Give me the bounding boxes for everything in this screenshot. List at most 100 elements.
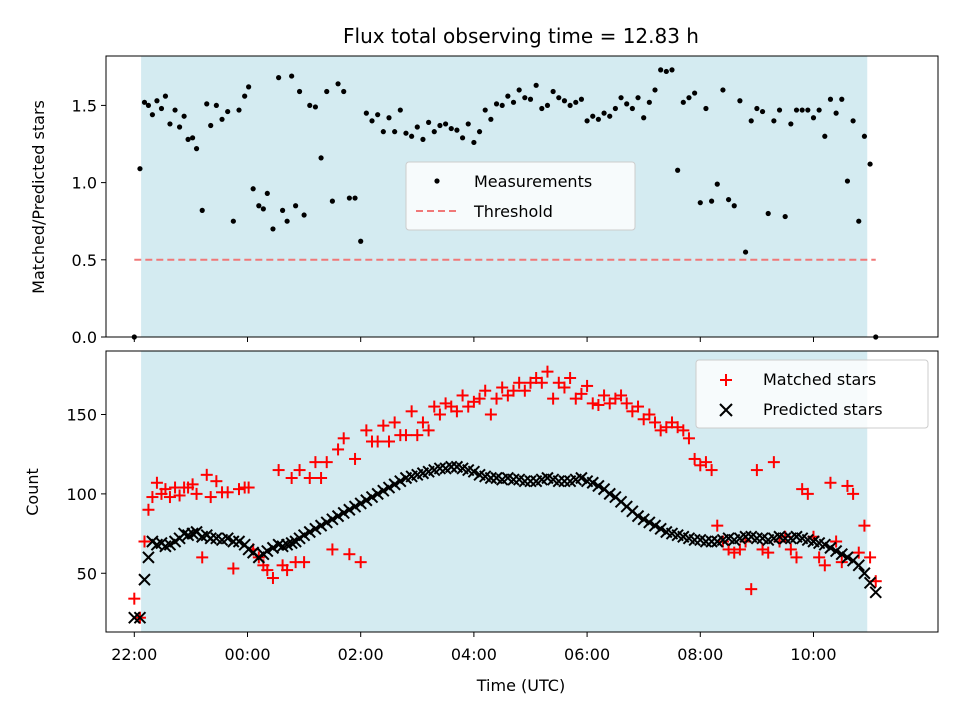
matched-star-point — [682, 432, 695, 445]
measurement-point — [329, 198, 335, 204]
predicted-star-point — [552, 474, 565, 488]
matched-star-point — [416, 416, 429, 429]
measurement-point — [296, 88, 303, 95]
matched-star-point — [272, 464, 285, 477]
measurement-point — [476, 129, 483, 135]
measurement-point — [578, 96, 585, 102]
legend-measurements-label: Measurements — [474, 172, 592, 191]
predicted-star-point — [309, 522, 322, 536]
measurement-point — [318, 155, 324, 161]
matched-star-point — [496, 381, 509, 394]
matched-star-point — [309, 456, 322, 469]
predicted-star-point — [507, 473, 520, 486]
matched-star-point — [745, 583, 758, 596]
matched-star-point — [411, 429, 424, 442]
matched-star-point — [484, 408, 497, 421]
matched-star-point — [733, 543, 746, 556]
measurement-point — [510, 99, 517, 105]
measurement-point — [658, 67, 664, 73]
matched-star-point — [688, 452, 701, 465]
measurement-point — [369, 118, 375, 124]
measurement-point — [167, 121, 173, 127]
measurement-point — [375, 112, 381, 118]
measurement-point — [346, 195, 352, 201]
predicted-star-point — [818, 538, 832, 551]
measurement-point — [176, 124, 183, 130]
predicted-star-point — [778, 532, 792, 545]
measurement-point — [539, 105, 545, 112]
matched-star-point — [377, 419, 390, 432]
matched-star-point — [146, 491, 159, 504]
predicted-star-point — [128, 611, 141, 624]
matched-star-point — [541, 365, 554, 378]
matched-star-point — [142, 503, 155, 516]
measurement-point — [839, 96, 845, 102]
matched-star-point — [227, 562, 240, 575]
measurement-point — [867, 161, 873, 167]
measurement-point — [765, 210, 771, 217]
measurement-point — [505, 93, 511, 99]
measurement-point — [260, 206, 266, 212]
measurement-point — [754, 105, 760, 112]
predicted-star-point — [326, 513, 339, 526]
bottom-y-axis-label: Count — [23, 468, 42, 516]
predicted-star-point — [705, 535, 718, 548]
measurement-point — [380, 129, 386, 135]
measurement-point — [459, 135, 466, 141]
measurement-point — [629, 105, 635, 112]
measurement-point — [246, 84, 252, 90]
measurement-point — [573, 99, 579, 105]
measurement-point — [799, 107, 805, 113]
measurement-point — [692, 90, 698, 96]
matched-stars-points — [128, 365, 882, 624]
predicted-star-point — [688, 533, 701, 547]
matched-star-point — [705, 464, 718, 477]
predicted-star-point — [186, 527, 199, 540]
measurement-point — [335, 81, 341, 87]
measurement-point — [810, 115, 817, 121]
predicted-star-point — [643, 516, 656, 529]
measurement-point — [162, 93, 169, 99]
x-axis-label: Time (UTC) — [476, 676, 565, 695]
matched-star-point — [592, 398, 605, 411]
measurement-point — [737, 98, 743, 104]
bottom-axes-frame — [105, 350, 939, 633]
matched-star-point — [428, 400, 441, 413]
matched-star-point — [210, 475, 223, 488]
measurement-point — [550, 88, 556, 95]
measurement-point — [193, 146, 200, 152]
matched-star-point — [598, 389, 611, 402]
measurement-point — [720, 87, 726, 93]
top-y-tick-label: 1.0 — [72, 174, 97, 193]
matched-star-point — [643, 408, 656, 421]
matched-star-point — [293, 464, 306, 477]
measurement-point — [567, 102, 573, 109]
measurement-point — [154, 98, 160, 104]
measurement-point — [561, 98, 568, 104]
measurement-point — [426, 119, 432, 125]
matched-star-point — [801, 487, 814, 500]
bottom-legend-box — [695, 359, 929, 429]
measurement-point — [181, 113, 187, 119]
matched-star-point — [360, 424, 373, 437]
top-y-tick-label: 0.5 — [72, 251, 97, 270]
measurement-point — [675, 167, 681, 173]
bottom-y-tick-label: 100 — [66, 485, 97, 504]
matched-star-point — [564, 371, 577, 384]
matched-star-point — [190, 487, 203, 500]
predicted-star-point — [750, 532, 764, 545]
top-legend-box — [405, 161, 636, 231]
measurement-point — [172, 107, 178, 113]
measurement-point — [242, 93, 248, 99]
predicted-star-point — [138, 573, 151, 586]
measurement-point — [731, 203, 737, 209]
matched-star-point — [405, 405, 418, 418]
matched-star-point — [266, 572, 279, 585]
measurement-point — [612, 105, 618, 112]
matched-star-point — [382, 435, 395, 448]
measurement-point — [844, 178, 851, 184]
measurement-point — [454, 127, 460, 133]
matched-star-point — [163, 491, 176, 504]
measurement-point — [471, 139, 477, 146]
measurement-point — [488, 116, 494, 122]
